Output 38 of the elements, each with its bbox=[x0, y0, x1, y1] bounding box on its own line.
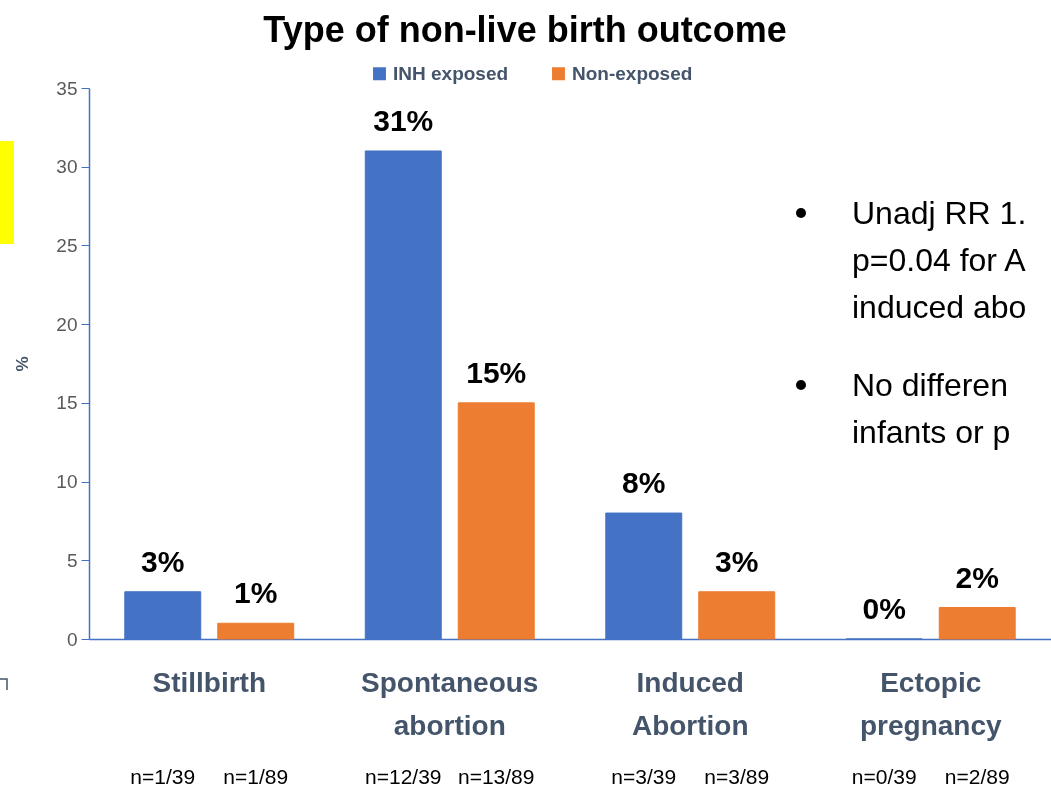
text: n=1/89 bbox=[223, 765, 289, 788]
y-tick-label: 35 bbox=[56, 77, 78, 99]
bar bbox=[938, 607, 1016, 640]
annotation: Unadj RR 1. p=0.04 for A induced abo bbox=[852, 194, 1027, 327]
text: n=0/39 bbox=[851, 765, 917, 788]
x-tick-label: Stillbirth bbox=[152, 666, 267, 698]
text: n=2/89 bbox=[944, 765, 1010, 788]
bar bbox=[217, 622, 295, 640]
y-tick-label: 5 bbox=[66, 549, 78, 571]
y-tick-label: 30 bbox=[56, 156, 78, 178]
text: n=3/89 bbox=[704, 765, 770, 788]
y-tick-label: 20 bbox=[56, 313, 78, 335]
annotation: No differen infants or p bbox=[852, 366, 1011, 452]
data-label: 15% bbox=[466, 355, 527, 389]
x-tick-label: Spontaneous abortion bbox=[361, 666, 539, 741]
text: n=1/39 bbox=[130, 765, 196, 788]
chart-title: Type of non-live birth outcome bbox=[263, 9, 787, 50]
y-tick-label: 0 bbox=[66, 628, 78, 650]
bar bbox=[698, 591, 776, 640]
bar bbox=[457, 402, 535, 640]
legend-label: Non-exposed bbox=[572, 62, 693, 84]
y-tick-label: 15 bbox=[56, 392, 78, 414]
data-label: 3% bbox=[715, 544, 759, 578]
y-axis-title: % bbox=[13, 356, 33, 372]
text: n=12/39 bbox=[365, 765, 442, 788]
legend-label: INH exposed bbox=[393, 62, 509, 84]
y-tick-label: 10 bbox=[56, 471, 78, 493]
x-tick-label: Induced Abortion bbox=[631, 666, 749, 741]
text: n=3/39 bbox=[611, 765, 677, 788]
text: n=13/89 bbox=[457, 765, 535, 788]
data-label: 8% bbox=[622, 466, 666, 500]
data-label: 3% bbox=[141, 544, 185, 578]
y-tick-label: 25 bbox=[56, 234, 78, 256]
data-label: 1% bbox=[234, 576, 278, 610]
data-label: 31% bbox=[373, 103, 434, 137]
data-label: 2% bbox=[955, 560, 999, 594]
data-label: 0% bbox=[862, 592, 906, 625]
x-tick-label: Ectopic pregnancy bbox=[859, 666, 1002, 741]
